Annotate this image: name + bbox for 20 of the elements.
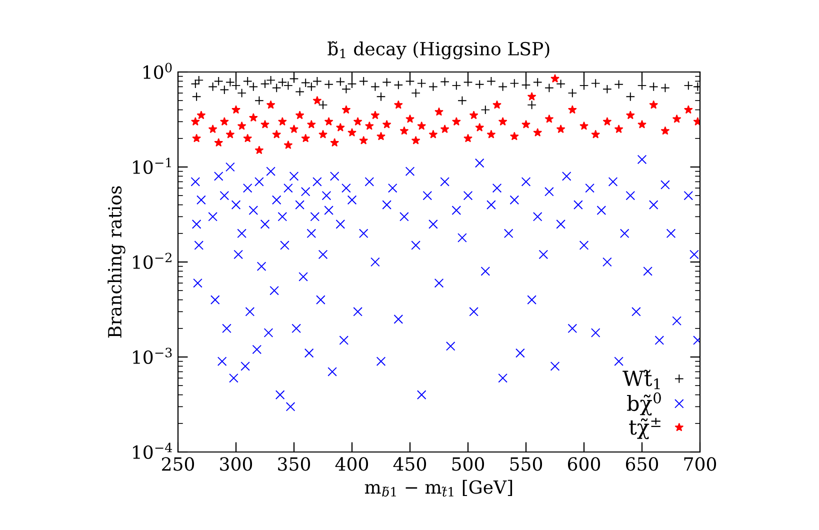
x-tick-label: 600 <box>568 457 600 471</box>
y-tick-label: 10$^{0}$ <box>144 62 172 79</box>
x-tick-label: 300 <box>220 457 252 471</box>
x-tick-label: 650 <box>626 457 658 471</box>
x-axis-title: m$_{b̃1}$ − m$_{t̃1}$ [GeV] <box>364 480 512 497</box>
x-tick-label: 450 <box>393 457 426 471</box>
y-tick-label: 10$^{−3}$ <box>133 348 172 364</box>
legend-label: bχ̃$^{0}$ <box>627 392 661 416</box>
x-tick-label: 500 <box>452 457 484 471</box>
y-tick-label: 10$^{−1}$ <box>133 158 171 174</box>
y-axis-title: Branching ratios <box>108 186 126 338</box>
chart-title: b̃$_{1}$ decay (Higgsino LSP) <box>328 41 550 60</box>
legend-label: tχ̃$^{±}$ <box>629 418 660 440</box>
x-tick-label: 250 <box>162 457 194 471</box>
x-tick-label: 400 <box>335 457 368 471</box>
x-tick-label: 350 <box>278 457 310 471</box>
legend-label: Wt̃$_{1}$ <box>622 370 660 390</box>
x-tick-label: 550 <box>510 457 542 471</box>
y-tick-label: 10$^{−2}$ <box>133 252 172 269</box>
x-tick-label: 700 <box>684 457 716 471</box>
